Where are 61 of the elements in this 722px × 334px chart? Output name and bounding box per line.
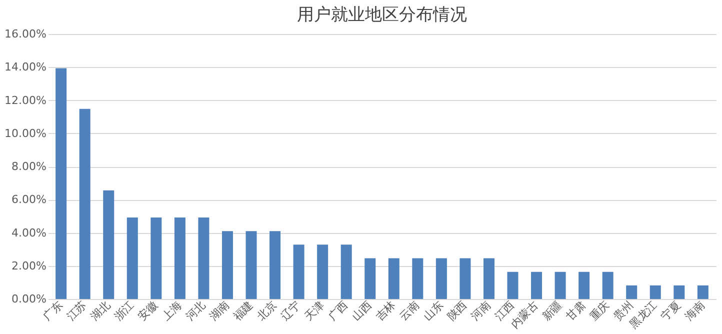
bar (126, 218, 138, 299)
bar (150, 218, 162, 299)
bar (626, 285, 638, 299)
x-tick-label: 湖北 (88, 298, 113, 324)
x-tick-label: 新疆 (540, 298, 565, 324)
bar (436, 258, 447, 299)
chart-title: 用户就业地区分布情况 (297, 5, 467, 25)
bar (198, 218, 210, 299)
x-tick-label: 山东 (420, 298, 446, 324)
x-tick-label: 北京 (254, 298, 280, 324)
bar (79, 108, 90, 299)
x-tick-label: 天津 (302, 298, 327, 324)
x-tick-label: 吉林 (373, 298, 398, 324)
x-tick-label: 河北 (183, 298, 208, 324)
bar (650, 285, 661, 299)
bar (531, 272, 542, 299)
bar (460, 258, 471, 299)
x-tick-label: 海南 (682, 298, 708, 324)
y-tick-label: 10.00% (4, 126, 46, 140)
bar (364, 258, 376, 299)
x-tick-label: 辽宁 (278, 298, 304, 324)
bar (103, 190, 114, 299)
x-tick-label: 福建 (230, 298, 256, 324)
x-tick-label: 山西 (350, 298, 374, 324)
bar (317, 244, 328, 299)
bar (246, 231, 257, 299)
x-tick-label: 陕西 (444, 298, 470, 324)
bar (293, 244, 304, 299)
y-tick-label: 8.00% (12, 160, 46, 173)
bar (507, 272, 518, 299)
bar (174, 218, 186, 299)
x-tick-label: 安徽 (136, 298, 160, 324)
x-tick-label: 重庆 (587, 298, 612, 324)
x-tick-label: 浙江 (112, 298, 137, 324)
y-tick-label: 14.00% (4, 60, 46, 74)
y-tick-label: 12.00% (4, 94, 46, 107)
bar (56, 68, 67, 299)
x-tick-label: 湖南 (206, 298, 232, 324)
y-tick-label: 4.00% (12, 226, 46, 240)
bar (483, 258, 494, 299)
bar (674, 285, 685, 299)
x-tick-label: 广西 (326, 298, 351, 324)
x-tick-label: 江苏 (64, 298, 90, 324)
bar (388, 258, 400, 299)
bar (554, 272, 566, 299)
x-tick-label: 云南 (397, 298, 422, 324)
bar (340, 244, 352, 299)
y-tick-label: 16.00% (4, 28, 46, 40)
y-tick-label: 6.00% (12, 193, 46, 206)
x-tick-label: 宁夏 (658, 298, 684, 324)
x-tick-label: 甘肃 (564, 298, 588, 324)
x-tick-label: 上海 (159, 298, 184, 324)
bar (222, 231, 233, 299)
x-tick-label: 河南 (468, 298, 494, 324)
bar (697, 285, 708, 299)
y-tick-label: 2.00% (12, 259, 46, 272)
y-tick-label: 0.00% (12, 292, 46, 306)
bar (270, 231, 281, 299)
bar (412, 258, 424, 299)
bar (602, 272, 614, 299)
bar (578, 272, 590, 299)
